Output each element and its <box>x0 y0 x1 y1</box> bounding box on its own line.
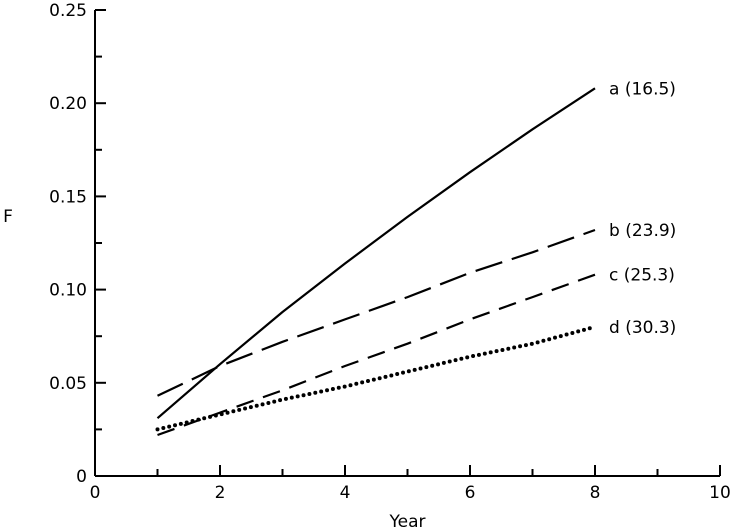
series-line-4 <box>155 324 597 432</box>
series-labels: a (16.5) b (23.9) c (25.3) d (30.3) <box>609 79 676 338</box>
y-tick-label: 0.25 <box>49 1 87 21</box>
series-label-1: a (16.5) <box>609 79 676 99</box>
y-tick-label: 0.10 <box>49 281 87 301</box>
series-line-3 <box>157 273 596 437</box>
series-group <box>155 87 597 437</box>
y-tick-label: 0 <box>76 467 87 487</box>
x-tick-label: 4 <box>340 483 351 503</box>
series-label-4: d (30.3) <box>609 318 676 338</box>
series-label-3: c (25.3) <box>609 266 675 286</box>
x-tick-label: 6 <box>465 483 476 503</box>
y-axis-title: F <box>3 207 13 227</box>
series-line-1 <box>156 87 596 420</box>
x-tick-label: 0 <box>90 483 101 503</box>
x-tick-label: 10 <box>709 483 731 503</box>
x-axis-title: Year <box>389 512 426 532</box>
series-label-2: b (23.9) <box>609 221 676 241</box>
series-line-2 <box>157 228 596 397</box>
y-tick-label: 0.05 <box>49 374 87 394</box>
x-axis-ticks: 0 2 4 6 8 10 <box>90 465 731 503</box>
x-tick-label: 8 <box>590 483 601 503</box>
y-tick-label: 0.20 <box>49 94 87 114</box>
y-tick-label: 0.15 <box>49 187 87 207</box>
x-tick-label: 2 <box>215 483 226 503</box>
y-axis-ticks: 0 0.05 0.10 0.15 0.20 0.25 <box>49 1 106 487</box>
